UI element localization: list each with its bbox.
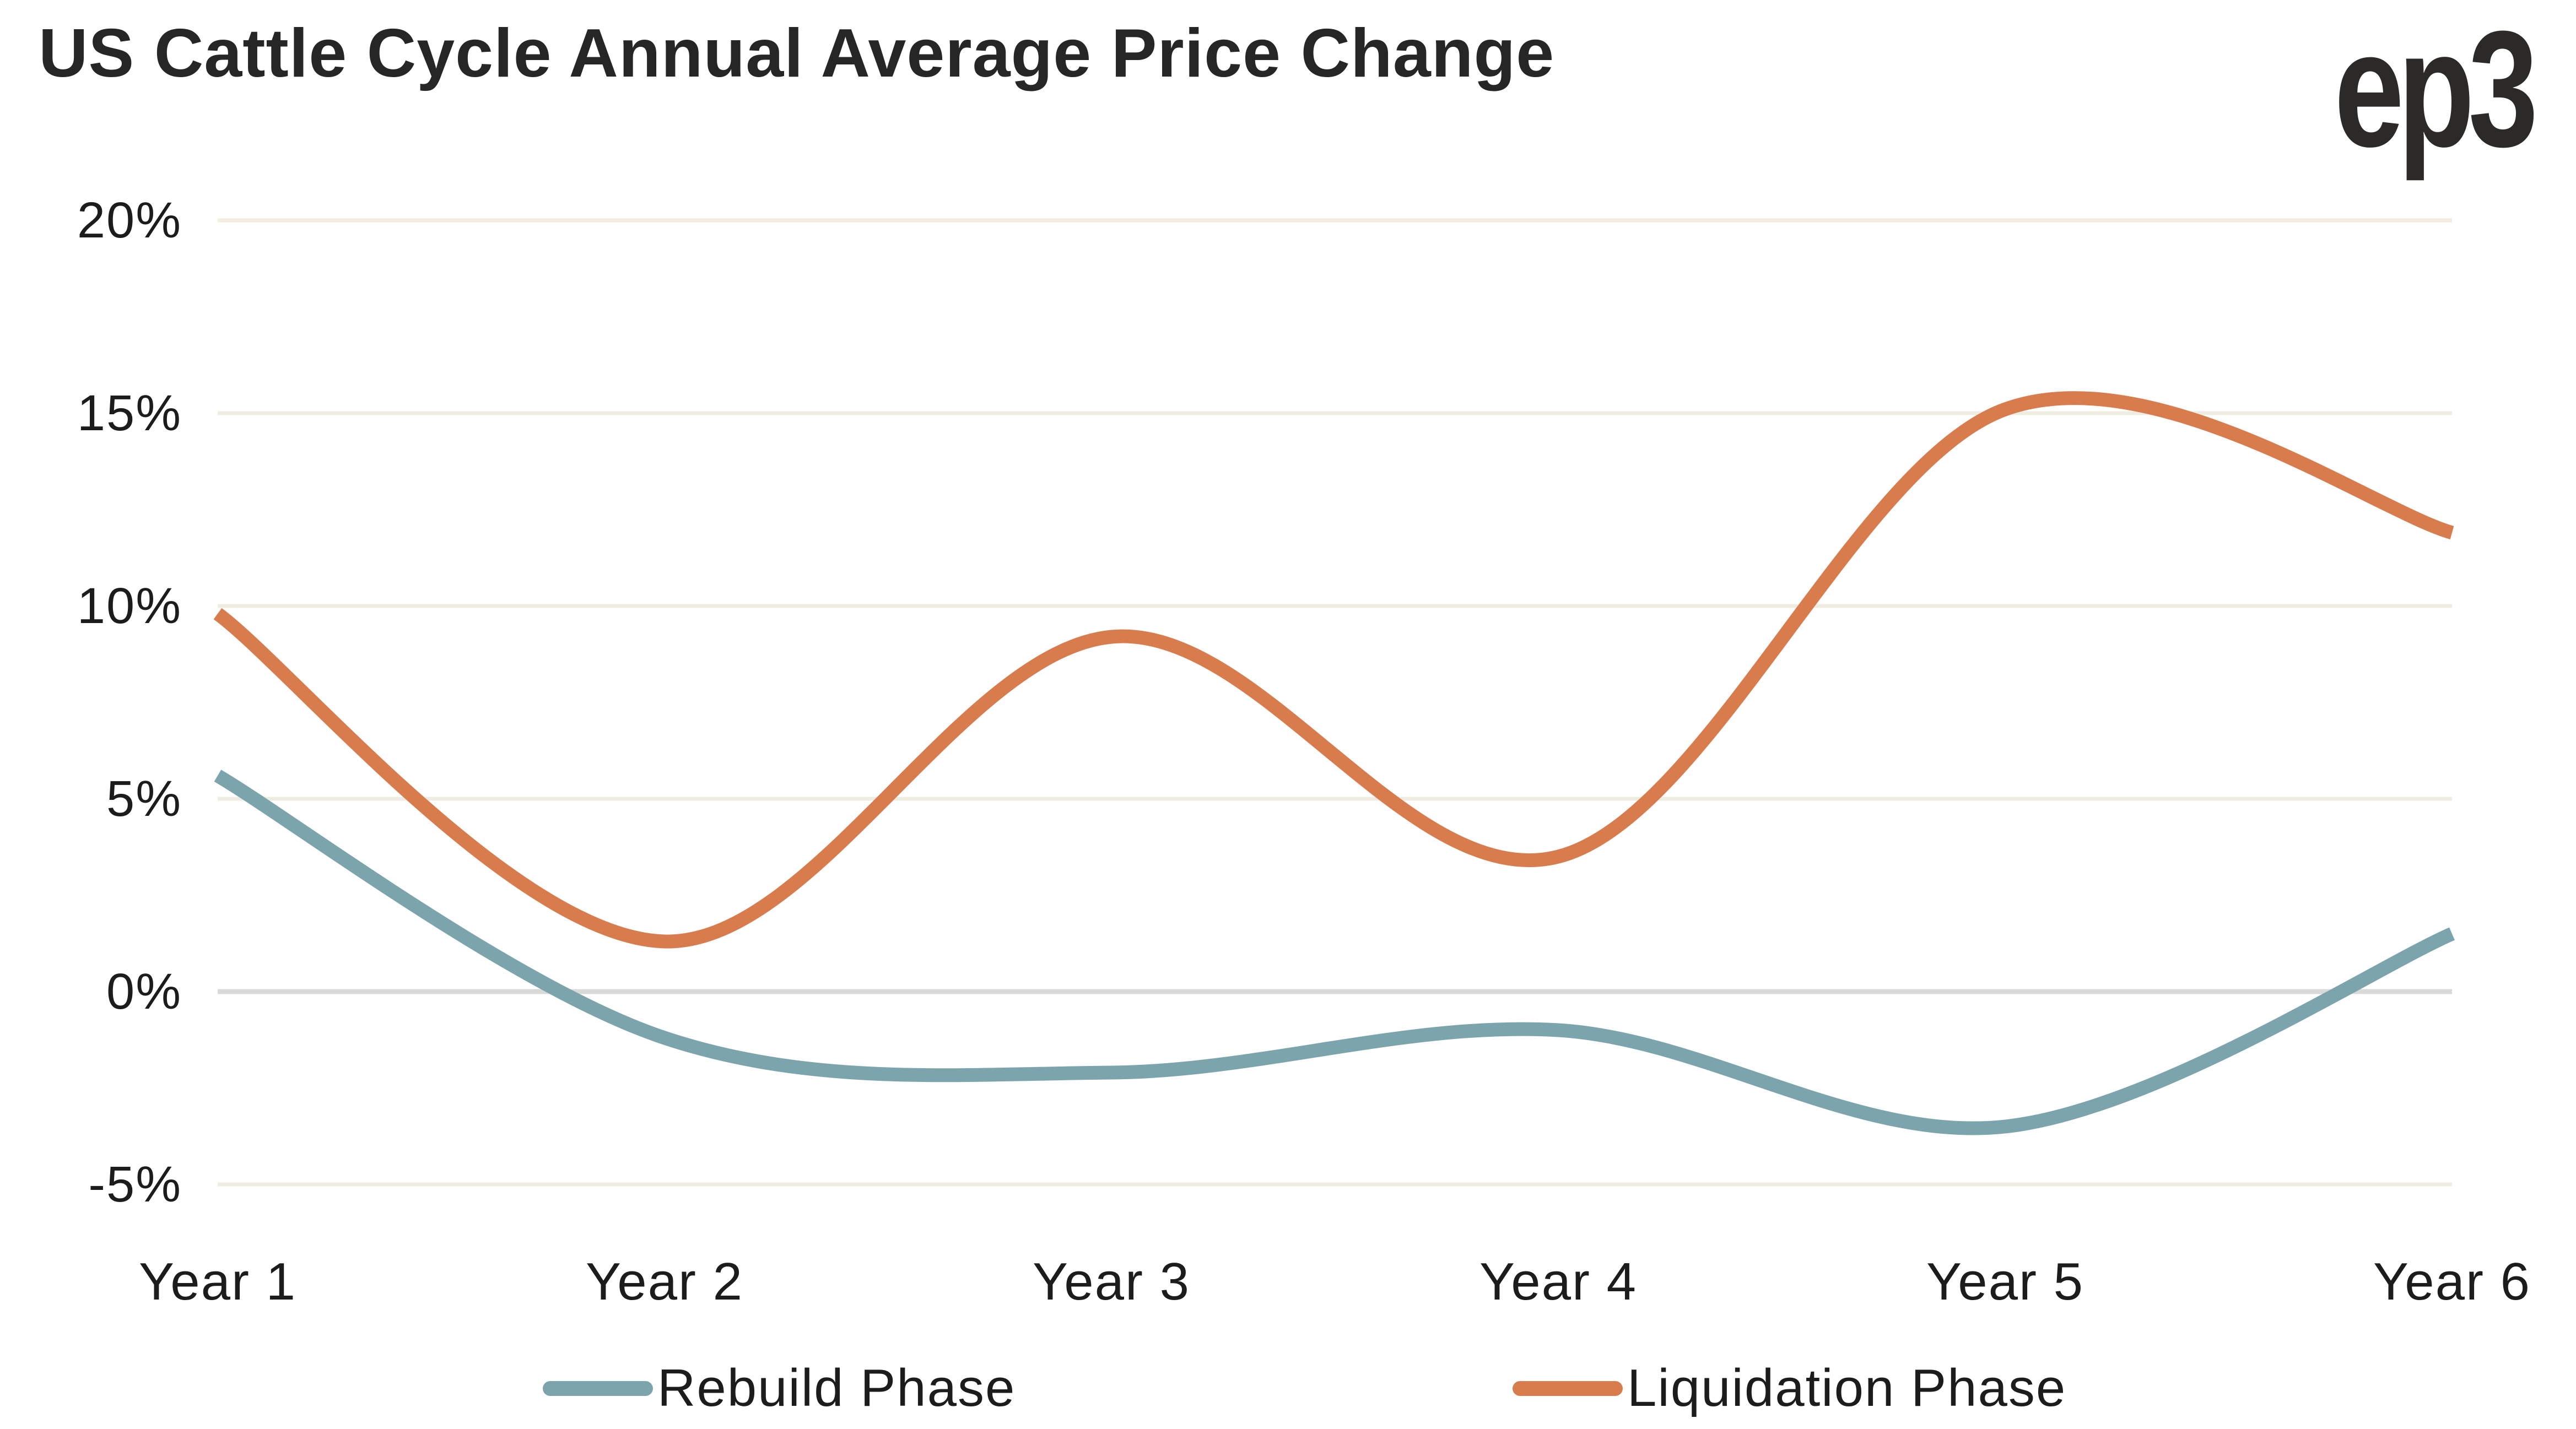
rebuild-phase-line <box>214 770 2455 1135</box>
x-axis-tick-label: Year 2 <box>585 1252 744 1311</box>
x-axis-tick-label: Year 3 <box>1032 1252 1191 1311</box>
y-axis-tick-label: 20% <box>77 192 182 248</box>
x-axis-tick-label: Year 1 <box>138 1252 297 1311</box>
rebuild-phase-line-swatch-icon <box>543 1381 653 1396</box>
x-axis-tick-label: Year 4 <box>1479 1252 1638 1311</box>
chart-title: US Cattle Cycle Annual Average Price Cha… <box>39 15 1555 91</box>
liquidation-phase-line <box>213 391 2454 949</box>
liquidation-phase-line-swatch-icon <box>1513 1381 1623 1396</box>
ep3-logo: ep3 <box>2334 0 2538 181</box>
y-axis-tick-label: -5% <box>88 1156 182 1213</box>
x-axis-tick-label: Year 5 <box>1926 1252 2084 1311</box>
legend-label-rebuild-phase: Rebuild Phase <box>657 1358 1016 1417</box>
y-axis-tick-label: 5% <box>106 771 182 827</box>
y-axis-tick-label: 10% <box>77 578 182 634</box>
y-axis-tick-label: 0% <box>106 964 182 1020</box>
legend-label-liquidation-phase: Liquidation Phase <box>1627 1358 2067 1417</box>
x-axis-tick-label: Year 6 <box>2373 1252 2531 1311</box>
y-axis-tick-label: 15% <box>77 385 182 441</box>
legend-item-rebuild-phase: Rebuild Phase <box>543 1356 1016 1420</box>
legend-item-liquidation-phase: Liquidation Phase <box>1513 1356 2066 1420</box>
